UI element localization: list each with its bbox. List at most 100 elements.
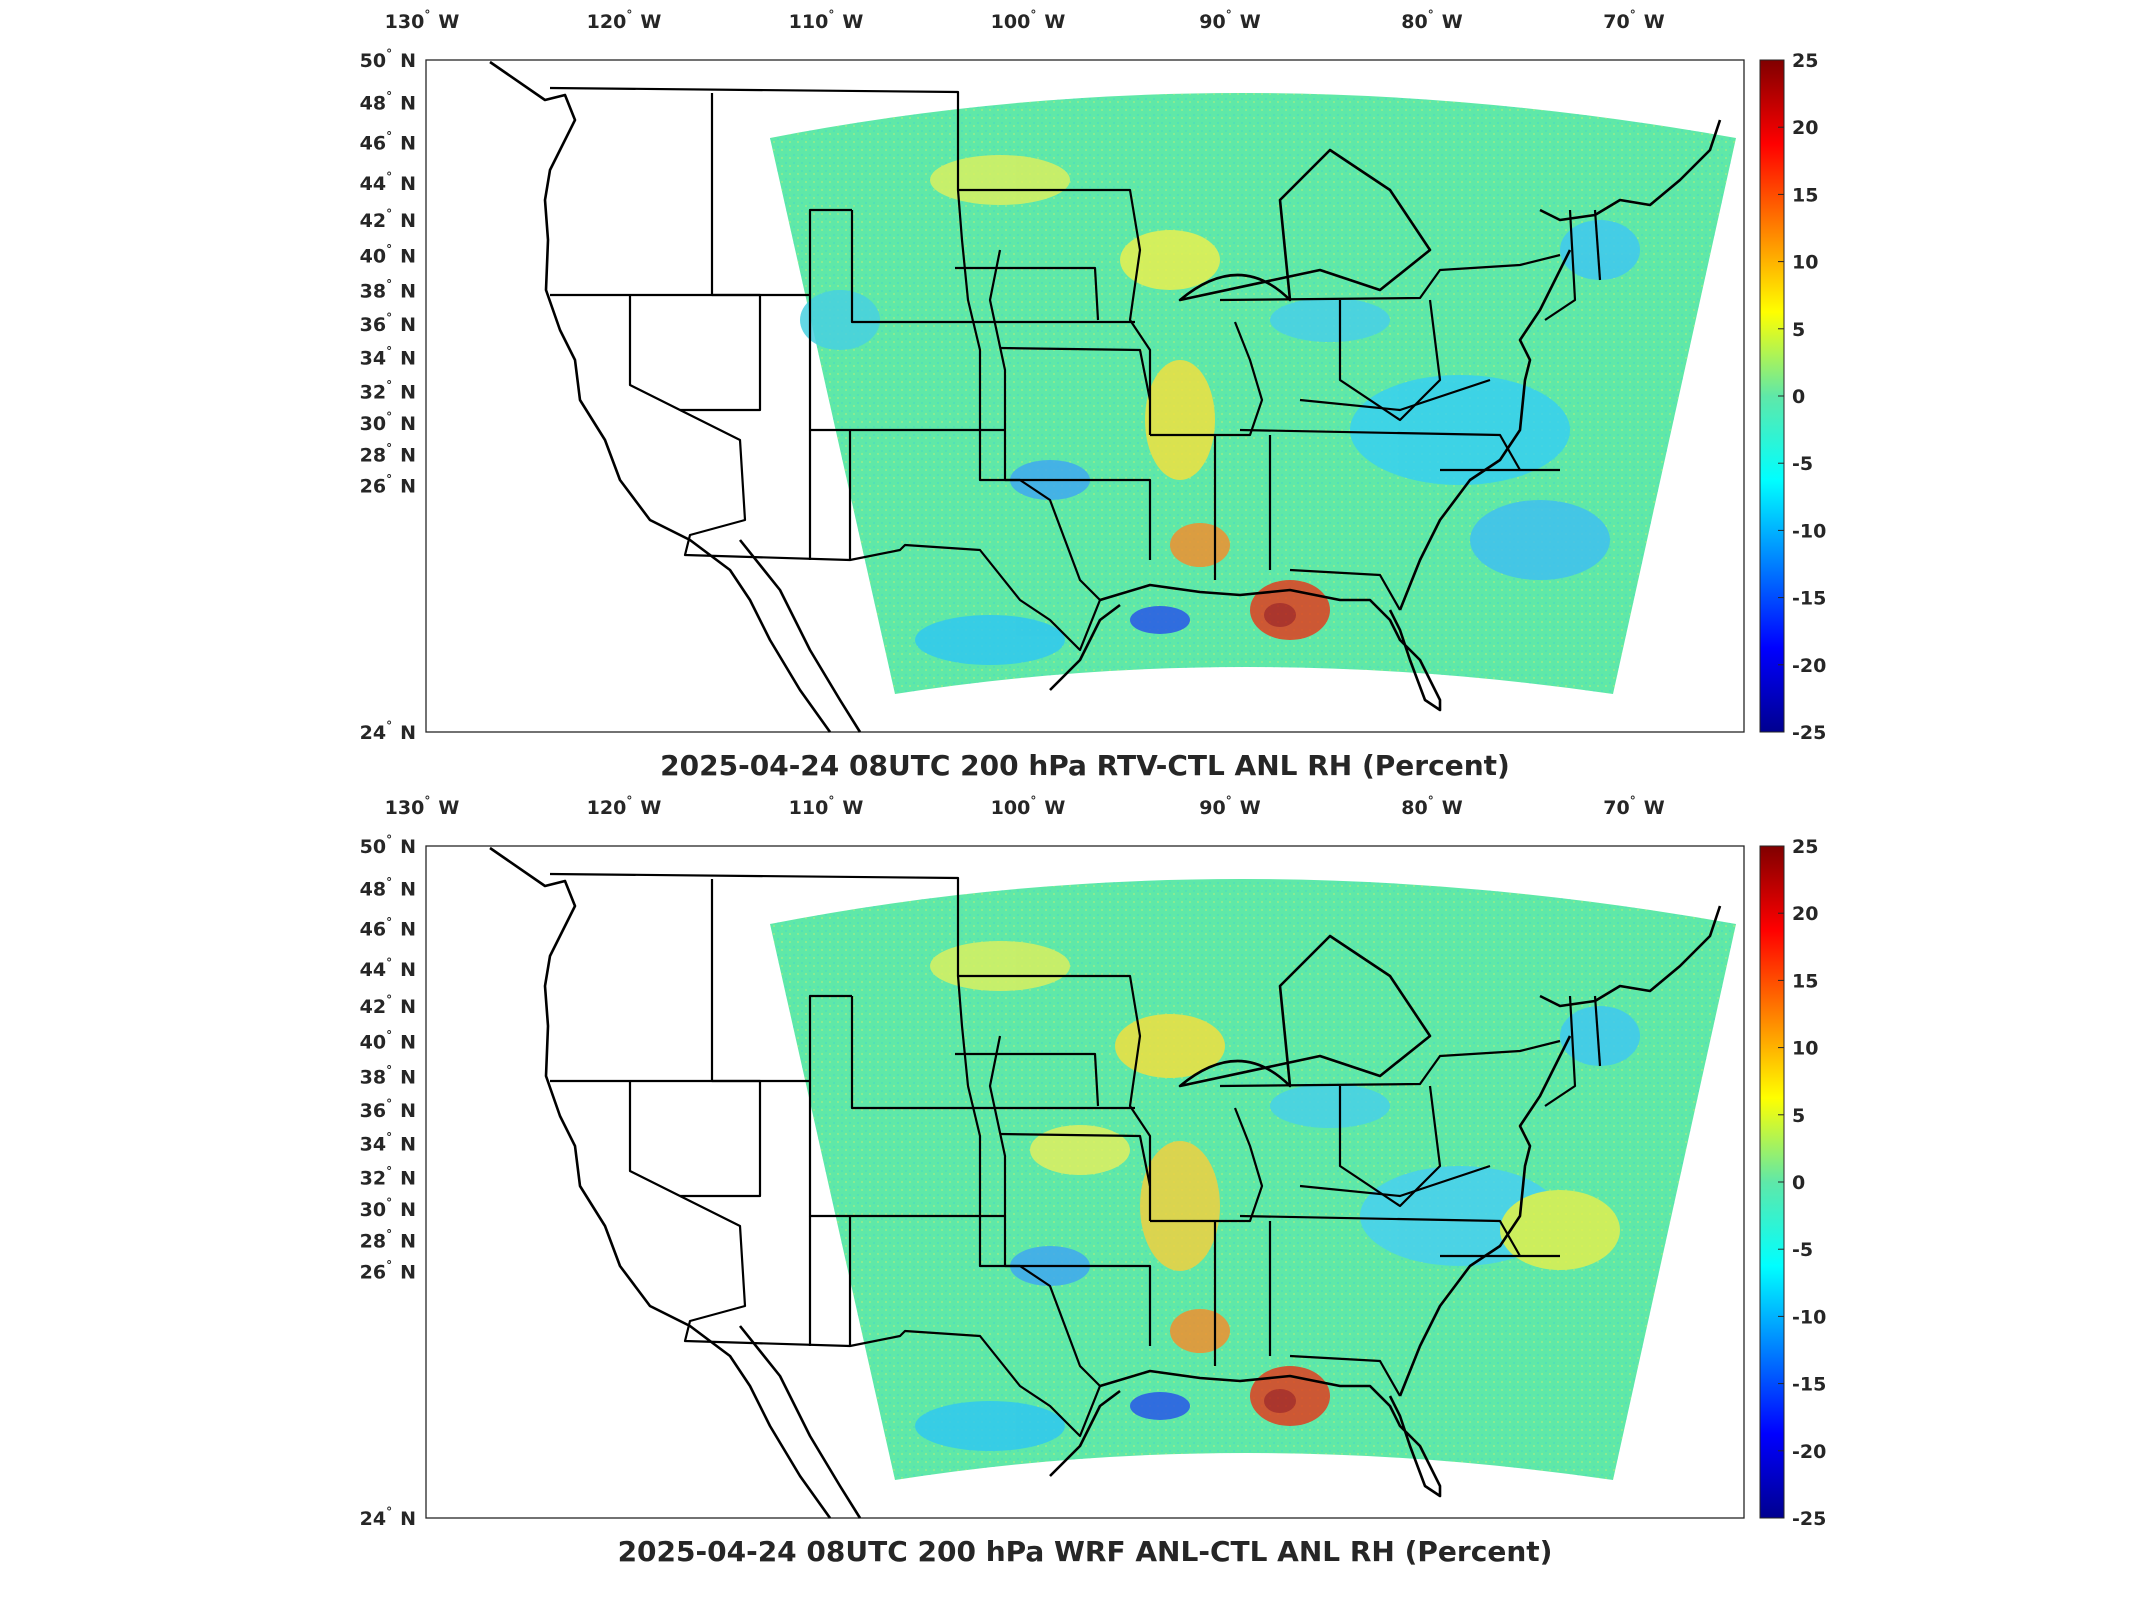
lon-tick-label-value: 120	[587, 11, 627, 33]
lon-tick-label: 110° W	[789, 794, 864, 819]
degree-symbol: °	[386, 1227, 392, 1241]
degree-symbol: °	[386, 130, 392, 144]
lat-tick-label-value: 44	[360, 173, 386, 195]
lat-tick-label-value: 48	[360, 92, 386, 114]
degree-symbol: °	[1030, 8, 1036, 22]
rh-difference-field	[770, 93, 1736, 694]
colorbar-tick-label: -25	[1792, 722, 1826, 744]
lon-tick-label: 90° W	[1199, 794, 1260, 819]
lon-tick-label-value: 110	[789, 797, 829, 819]
lat-tick-label: 30° N	[360, 1196, 416, 1221]
lat-tick-label: 28° N	[360, 1227, 416, 1252]
lat-tick-label-value: 30	[360, 413, 386, 435]
colorbar-tick-label: -5	[1792, 453, 1813, 475]
lat-tick-label-value: 24	[360, 722, 386, 744]
colorbar-tick-label: 20	[1792, 117, 1818, 139]
degree-symbol: °	[386, 1258, 392, 1272]
degree-symbol: °	[386, 1097, 392, 1111]
lat-tick-label-value: 32	[360, 381, 386, 403]
degree-symbol: °	[828, 8, 834, 22]
lat-tick-label-value: 34	[360, 1134, 386, 1156]
lat-tick-label: 38° N	[360, 277, 416, 302]
lat-tick-label-value: 46	[360, 133, 386, 155]
colorbar-tick-label: 10	[1792, 1038, 1818, 1060]
lon-tick-label-value: 120	[587, 797, 627, 819]
lat-tick-label: 42° N	[360, 207, 416, 232]
lat-tick-label: 32° N	[360, 1164, 416, 1189]
lat-tick-label: 34° N	[360, 1131, 416, 1156]
lat-tick-label: 32° N	[360, 378, 416, 403]
degree-symbol: °	[626, 794, 632, 808]
colorbar-0	[1759, 59, 1785, 733]
coastlines-and-borders	[489, 846, 1722, 1519]
colorbar-tick-label: -15	[1792, 1374, 1826, 1396]
degree-symbol: °	[386, 441, 392, 455]
degree-symbol: °	[386, 1196, 392, 1210]
degree-symbol: °	[386, 1131, 392, 1145]
degree-symbol: °	[386, 89, 392, 103]
lon-tick-label-value: 80	[1401, 797, 1427, 819]
lat-tick-label: 24° N	[360, 1505, 416, 1530]
colorbar-tick-label: 25	[1792, 836, 1818, 858]
degree-symbol: °	[386, 472, 392, 486]
lat-tick-label-value: 42	[360, 996, 386, 1018]
degree-symbol: °	[386, 1063, 392, 1077]
lat-tick-label-value: 40	[360, 246, 386, 268]
degree-symbol: °	[386, 993, 392, 1007]
panel-title: 2025-04-24 08UTC 200 hPa RTV-CTL ANL RH …	[660, 749, 1510, 782]
degree-symbol: °	[386, 875, 392, 889]
lat-tick-label-value: 26	[360, 1261, 386, 1283]
lat-tick-label: 42° N	[360, 993, 416, 1018]
lat-tick-label-value: 34	[360, 348, 386, 370]
degree-symbol: °	[386, 410, 392, 424]
lon-tick-label-value: 90	[1199, 11, 1225, 33]
degree-symbol: °	[386, 833, 392, 847]
lon-tick-label: 70° W	[1603, 794, 1664, 819]
degree-symbol: °	[386, 243, 392, 257]
colorbar-tick-label: 0	[1792, 386, 1805, 408]
degree-symbol: °	[386, 956, 392, 970]
lon-tick-label: 90° W	[1199, 8, 1260, 33]
lat-tick-label: 36° N	[360, 311, 416, 336]
degree-symbol: °	[386, 47, 392, 61]
lon-tick-label: 110° W	[789, 8, 864, 33]
lat-tick-label: 44° N	[360, 956, 416, 981]
lat-tick-label-value: 42	[360, 210, 386, 232]
colorbar-tick-label: 0	[1792, 1172, 1805, 1194]
degree-symbol: °	[424, 794, 430, 808]
degree-symbol: °	[386, 345, 392, 359]
lon-tick-label: 100° W	[991, 8, 1066, 33]
degree-symbol: °	[424, 8, 430, 22]
lon-tick-label-value: 70	[1603, 797, 1629, 819]
lat-tick-label-value: 40	[360, 1032, 386, 1054]
lon-tick-label: 80° W	[1401, 794, 1462, 819]
lat-tick-label-value: 38	[360, 1066, 386, 1088]
colorbar-tick-label: -10	[1792, 520, 1826, 542]
tick-labels-and-titles: 2025-04-24 08UTC 200 hPa RTV-CTL ANL RH …	[360, 8, 1827, 1568]
lon-tick-label: 120° W	[587, 8, 662, 33]
lat-tick-label-value: 24	[360, 1508, 386, 1530]
map-panel-rtv	[425, 59, 1745, 733]
map-panel-wrf	[425, 845, 1745, 1519]
lon-tick-label-value: 70	[1603, 11, 1629, 33]
degree-symbol: °	[1226, 8, 1232, 22]
lon-tick-label-value: 100	[991, 797, 1031, 819]
lat-tick-label-value: 48	[360, 878, 386, 900]
colorbar-tick-label: -25	[1792, 1508, 1826, 1530]
lat-tick-label-value: 38	[360, 280, 386, 302]
lon-tick-label-value: 80	[1401, 11, 1427, 33]
rh-difference-field	[770, 879, 1736, 1480]
degree-symbol: °	[386, 916, 392, 930]
degree-symbol: °	[386, 170, 392, 184]
degree-symbol: °	[386, 311, 392, 325]
coastlines-and-borders	[489, 60, 1722, 733]
degree-symbol: °	[1428, 794, 1434, 808]
lat-tick-label: 26° N	[360, 472, 416, 497]
degree-symbol: °	[386, 719, 392, 733]
colorbar-tick-label: -20	[1792, 655, 1826, 677]
lat-tick-label-value: 46	[360, 919, 386, 941]
lat-tick-label-value: 36	[360, 1100, 386, 1122]
lat-tick-label-value: 44	[360, 959, 386, 981]
lon-tick-label: 130° W	[385, 794, 460, 819]
